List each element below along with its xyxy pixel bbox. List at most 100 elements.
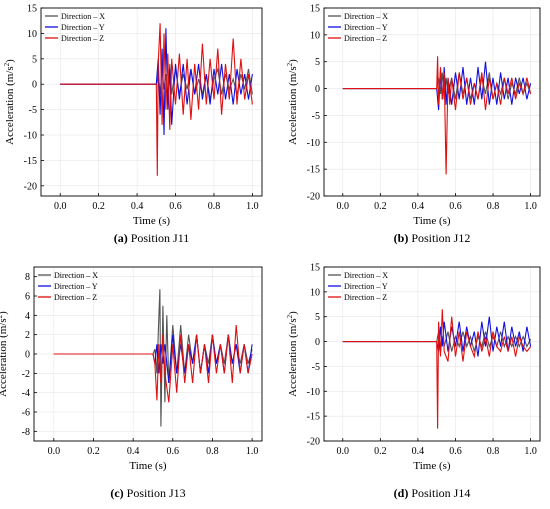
panel-caption-letter: (c) (110, 486, 123, 500)
y-axis-label-main: Acceleration (m/s (4, 66, 16, 145)
y-tick-label: -8 (22, 427, 30, 438)
x-tick-label: 1.0 (524, 446, 537, 457)
y-tick-label: -5 (312, 111, 320, 122)
y-tick-label: -15 (307, 165, 320, 176)
x-tick-label: 0.6 (449, 446, 462, 457)
y-tick-label: -15 (307, 412, 320, 423)
y-tick-label: -6 (22, 408, 30, 419)
x-axis-label: Time (s) (133, 215, 171, 227)
y-tick-label: 5 (315, 57, 320, 68)
x-tick-label: 0.6 (167, 446, 180, 457)
legend: Direction – X Direction – Y Direction – Z (328, 271, 388, 302)
panel-caption: (d) Position J14 (394, 486, 471, 500)
y-tick-label: -15 (24, 156, 37, 167)
y-tick-label: 4 (25, 311, 30, 322)
y-tick-label: 6 (25, 292, 30, 303)
panel-caption-text: Position J12 (408, 231, 470, 245)
legend-label-1: Direction – X (61, 12, 105, 21)
y-tick-label: -20 (307, 437, 320, 448)
chart-panel-3: 0.0 0.2 0.4 0.6 0.8 1.0 -8 -6 -4 -2 0 2 4 6 8 Time (s) A… (0, 266, 263, 500)
y-tick-label: 15 (27, 4, 37, 15)
series-line-2 (60, 28, 253, 136)
plot-frame (40, 7, 263, 197)
series-line-2 (342, 61, 532, 111)
y-axis-label-superscript: 2 (286, 314, 294, 318)
y-axis-label-close: ) (0, 311, 9, 315)
x-tick-label: 0.8 (206, 446, 219, 457)
x-tick-label: 0.4 (131, 201, 144, 212)
panel-caption: (c) Position J13 (110, 486, 185, 500)
legend-label-1: Direction – X (54, 271, 98, 280)
y-tick-label: 0 (315, 337, 320, 348)
series-line-3 (60, 23, 253, 176)
x-tick-label: 0.2 (92, 201, 105, 212)
y-tick-label: -10 (24, 131, 37, 142)
y-tick-label: 2 (25, 330, 30, 341)
x-tick-label: 0.2 (374, 446, 387, 457)
y-tick-label: 0 (315, 84, 320, 95)
y-tick-label: -4 (22, 388, 30, 399)
plot-frame (323, 266, 541, 442)
y-tick-label: 0 (32, 80, 37, 91)
legend-label-2: Direction – Y (61, 23, 105, 32)
panel-caption: (a) Position J11 (114, 231, 190, 245)
y-tick-label: 15 (310, 263, 320, 274)
panel-caption-letter: (b) (394, 231, 409, 245)
y-tick-label: 10 (310, 287, 320, 298)
y-axis-label-close: ) (287, 311, 299, 315)
y-tick-label: 5 (315, 312, 320, 323)
legend-label-3: Direction – Z (54, 293, 97, 302)
legend: Direction – X Direction – Y Direction – Z (38, 271, 98, 302)
x-tick-label: 0.8 (487, 446, 500, 457)
y-tick-label: -10 (307, 387, 320, 398)
legend-label-1: Direction – X (344, 271, 388, 280)
y-tick-label: 8 (25, 272, 30, 283)
x-tick-label: 0.0 (54, 201, 67, 212)
x-axis-label: Time (s) (413, 215, 451, 227)
y-axis-label: Acceleration (m/s2) (286, 59, 299, 145)
x-tick-label: 0.4 (127, 446, 140, 457)
panel-caption: (b) Position J12 (394, 231, 471, 245)
y-tick-label: 10 (27, 29, 37, 40)
y-axis-label-main: Acceleration (m/s (0, 318, 9, 397)
x-tick-label: 1.0 (524, 201, 537, 212)
y-tick-label: 0 (25, 350, 30, 361)
legend-label-3: Direction – Z (61, 34, 104, 43)
series-line-3 (342, 56, 532, 175)
x-tick-label: 0.4 (412, 201, 425, 212)
x-tick-label: 0.0 (337, 446, 350, 457)
chart-panel-2: 0.0 0.2 0.4 0.6 0.8 1.0 -20 -15 -10 -5 0 5 10 15 Time … (286, 4, 541, 245)
chart-panel-4: 0.0 0.2 0.4 0.6 0.8 1.0 -20 -15 -10 -5 0 5 10 15 Time … (286, 263, 541, 500)
y-axis-label: Acceleration (m/s2) (3, 59, 16, 145)
legend-label-3: Direction – Z (344, 34, 387, 43)
legend: Direction – X Direction – Y Direction – Z (45, 12, 105, 43)
x-tick-label: 1.0 (246, 446, 259, 457)
panel-caption-text: Position J14 (408, 486, 470, 500)
y-axis-label: Acceleration (m/s2) (0, 311, 9, 397)
y-tick-label: 15 (310, 4, 320, 15)
x-tick-label: 0.6 (169, 201, 182, 212)
y-tick-label: -5 (29, 105, 37, 116)
chart-panel-1: 0.0 0.2 0.4 0.6 0.8 1.0 -20 -15 -10 -5 0 5 10 15 Time … (3, 4, 263, 245)
y-tick-label: -20 (24, 181, 37, 192)
y-axis-label-superscript: 2 (0, 314, 4, 318)
y-tick-label: 5 (32, 54, 37, 65)
series-line-3 (53, 324, 253, 403)
y-axis-label-close: ) (287, 59, 299, 63)
legend-label-1: Direction – X (344, 12, 388, 21)
legend-label-2: Direction – Y (54, 282, 98, 291)
series-line-3 (342, 309, 532, 429)
y-axis-label-close: ) (4, 59, 16, 63)
x-tick-label: 0.0 (48, 446, 61, 457)
x-tick-label: 0.2 (374, 201, 387, 212)
y-axis-label-main: Acceleration (m/s (287, 66, 299, 145)
x-tick-label: 0.8 (208, 201, 221, 212)
panel-caption-letter: (a) (114, 231, 128, 245)
y-tick-label: -20 (307, 192, 320, 203)
series-line-2 (53, 334, 253, 384)
x-tick-label: 1.0 (246, 201, 259, 212)
panel-caption-letter: (d) (394, 486, 409, 500)
y-tick-label: 10 (310, 30, 320, 41)
y-axis-label-superscript: 2 (286, 62, 294, 66)
